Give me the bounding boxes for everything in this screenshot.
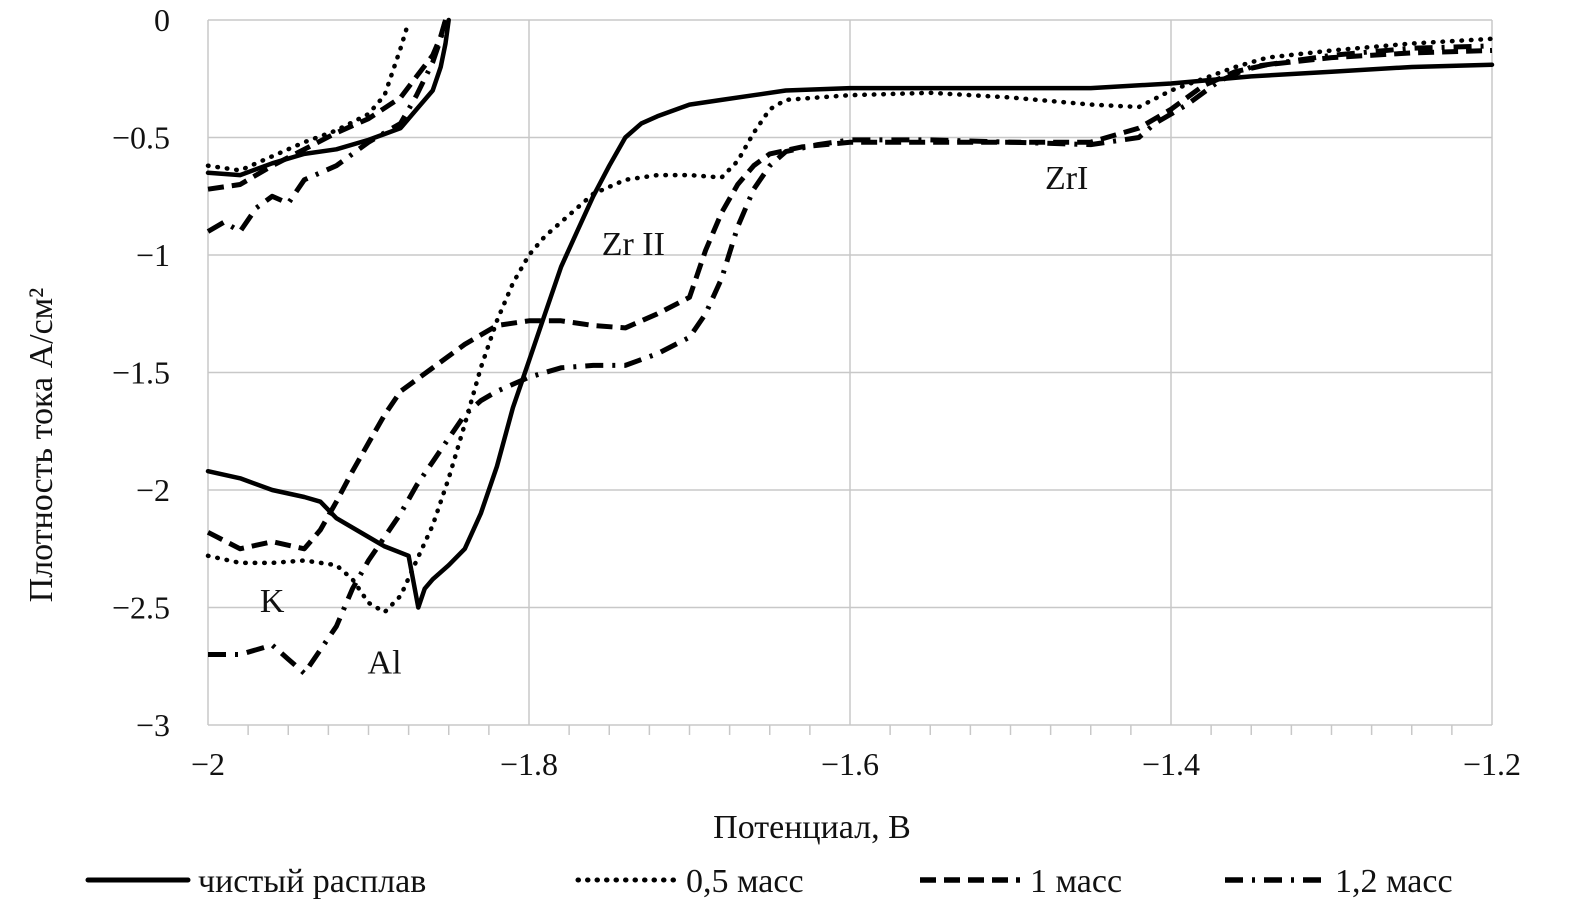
x-tick-label: −1.8	[500, 746, 558, 782]
series-line	[205, 36, 1495, 615]
y-tick-label: −0.5	[112, 120, 170, 156]
legend-label: 1 масс	[1030, 863, 1122, 900]
vertical-gridlines	[207, 20, 1493, 725]
x-tick-label: −1.6	[821, 746, 879, 782]
y-tick-label: −1.5	[112, 355, 170, 391]
legend-label: чистый расплав	[198, 863, 426, 900]
legend-label: 0,5 масс	[686, 863, 804, 900]
series-line	[205, 24, 410, 173]
legend-item: 1,2 масс	[1225, 863, 1453, 900]
annotation-label: Al	[368, 644, 402, 681]
annotation-label: K	[260, 583, 285, 620]
legend: чистый расплав 0,5 масс 1 масс 1,2 масс	[85, 863, 1453, 900]
annotation-label: ZrI	[1045, 160, 1088, 197]
legend-item: 0,5 масс	[575, 863, 804, 900]
x-tick-label: −2	[191, 746, 225, 782]
x-tick-label: −1.4	[1142, 746, 1200, 782]
series-line	[206, 19, 448, 234]
series-dotted	[205, 24, 1495, 615]
x-tick-labels: −2 −1.8 −1.6 −1.4 −1.2	[191, 746, 1521, 782]
y-tick-label: −2	[136, 472, 170, 508]
legend-item: 1 масс	[920, 863, 1122, 900]
y-tick-label: −2.5	[112, 590, 170, 626]
legend-item: чистый расплав	[85, 863, 426, 900]
x-tick-label: −1.2	[1463, 746, 1521, 782]
y-tick-label: −1	[136, 237, 170, 273]
y-tick-label: −3	[136, 707, 170, 743]
annotation-label: Zr II	[602, 226, 665, 263]
series-line	[206, 48, 1493, 552]
series-line	[205, 17, 451, 178]
series-layer	[205, 17, 1495, 676]
x-axis-title: Потенциал, В	[713, 809, 911, 846]
series-dashdot	[206, 19, 1493, 676]
y-axis-title: Плотность тока А/см²	[23, 288, 60, 603]
y-tick-label: 0	[154, 2, 170, 38]
annotations: K Al Zr II ZrI	[260, 160, 1088, 681]
x-minor-ticks	[247, 725, 1453, 735]
legend-label: 1,2 масс	[1335, 863, 1453, 900]
series-line	[205, 62, 1495, 610]
series-line	[207, 19, 448, 192]
series-line	[208, 43, 1493, 676]
y-tick-labels: 0 −0.5 −1 −1.5 −2 −2.5 −3	[112, 2, 170, 743]
